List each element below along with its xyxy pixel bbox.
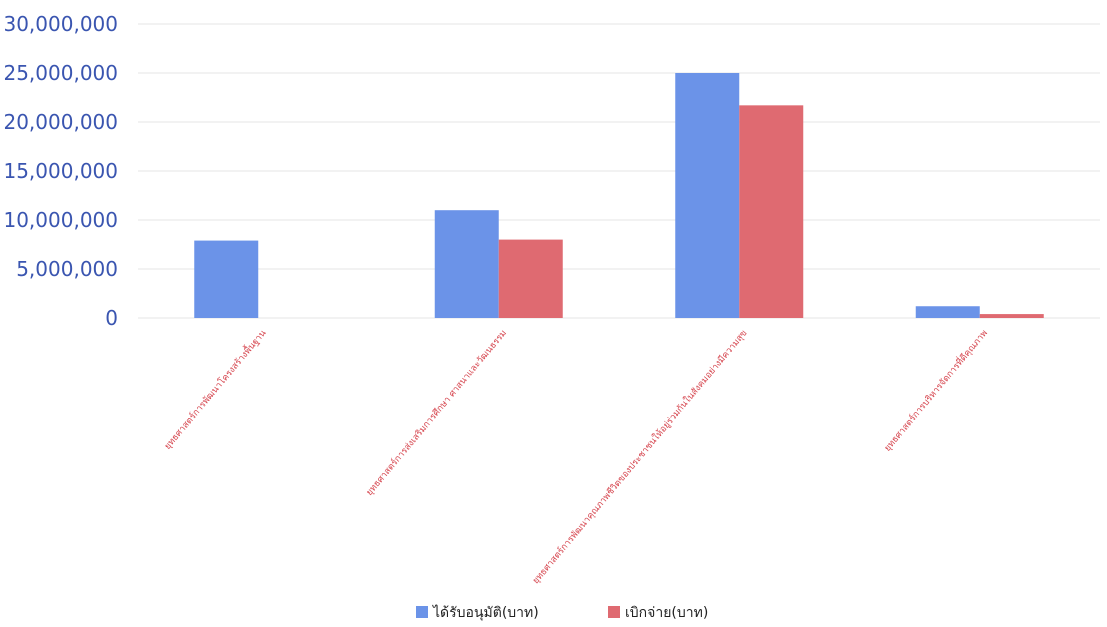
x-tick-label: ยุทธศาสตร์การบริหารจัดการที่ดีคุณภาพ bbox=[881, 327, 991, 454]
bar-series-2-category-2 bbox=[498, 239, 563, 318]
legend: ได้รับอนุมัติ(บาท) เบิกจ่าย(บาท) bbox=[416, 604, 708, 621]
bar-series-1-category-3 bbox=[675, 73, 740, 318]
y-tick-label: 30,000,000 bbox=[3, 12, 118, 36]
legend-swatch bbox=[416, 606, 428, 618]
y-tick-label: 0 bbox=[105, 306, 118, 330]
bar-series-1-category-4 bbox=[915, 306, 980, 318]
bar-series-2-category-3 bbox=[739, 105, 804, 318]
y-tick-label: 15,000,000 bbox=[3, 159, 118, 183]
legend-label: เบิกจ่าย(บาท) bbox=[625, 605, 708, 621]
legend-swatch bbox=[608, 606, 620, 618]
x-tick-label: ยุทธศาสตร์การพัฒนาคุณภาพชีวิตของประชาชนใ… bbox=[530, 327, 750, 586]
y-axis-tick-labels: 0 5,000,000 10,000,000 15,000,000 20,000,000… bbox=[3, 12, 118, 330]
x-tick-label: ยุทธศาสตร์การส่งเสริมการศึกษา ศาสนาและวั… bbox=[363, 327, 509, 498]
bars bbox=[194, 73, 1044, 318]
bar-series-1-category-1 bbox=[194, 240, 259, 318]
y-tick-label: 25,000,000 bbox=[3, 61, 118, 85]
bar-series-1-category-2 bbox=[434, 210, 499, 318]
y-tick-label: 10,000,000 bbox=[3, 208, 118, 232]
legend-label: ได้รับอนุมัติ(บาท) bbox=[432, 604, 539, 621]
bar-series-2-category-4 bbox=[979, 314, 1044, 318]
x-axis-tick-labels: ยุทธศาสตร์การพัฒนาโครงสร้างพื้นฐาน ยุทธศา… bbox=[161, 327, 990, 587]
y-tick-label: 5,000,000 bbox=[16, 257, 118, 281]
y-tick-label: 20,000,000 bbox=[3, 110, 118, 134]
x-tick-label: ยุทธศาสตร์การพัฒนาโครงสร้างพื้นฐาน bbox=[161, 327, 269, 452]
gridlines bbox=[138, 23, 1100, 319]
